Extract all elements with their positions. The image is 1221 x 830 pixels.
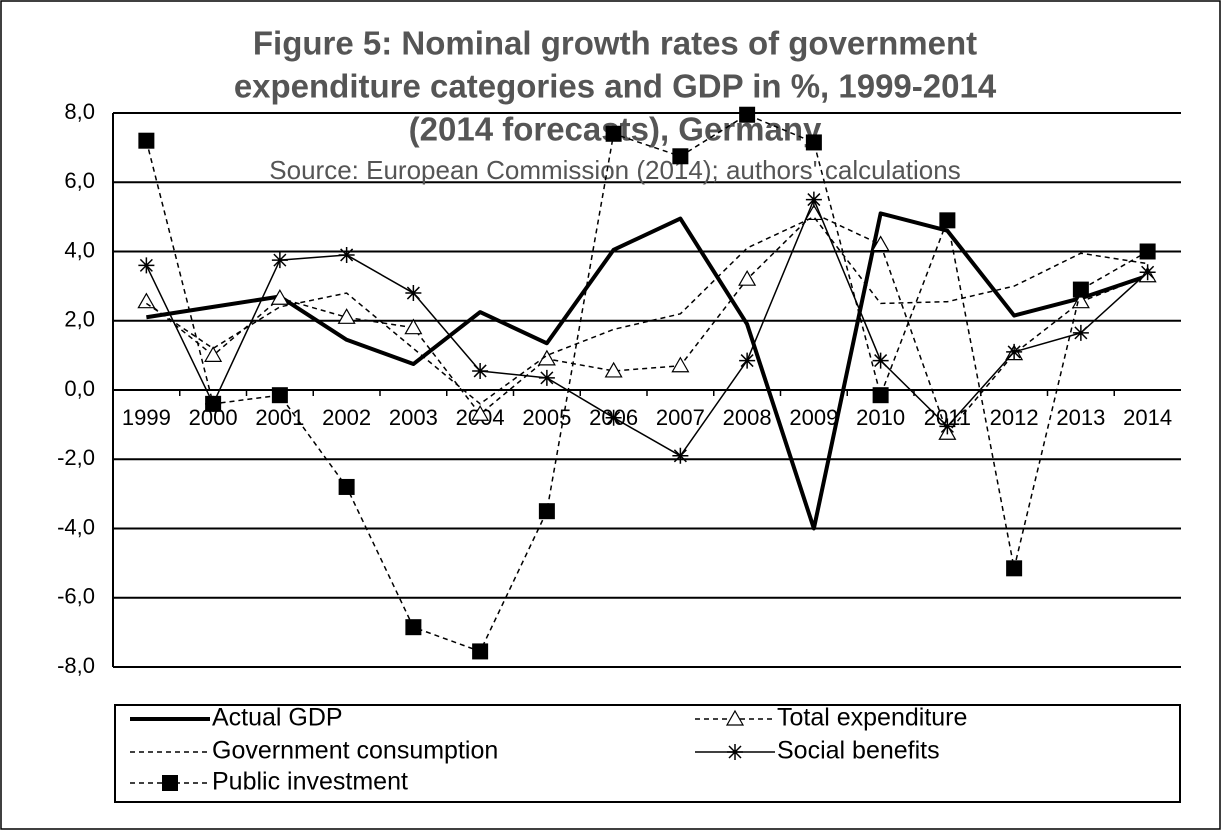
marker bbox=[727, 744, 743, 760]
marker bbox=[605, 409, 622, 426]
legend-box bbox=[114, 704, 1181, 803]
marker bbox=[805, 191, 822, 208]
series-line bbox=[145, 113, 1149, 653]
marker bbox=[871, 235, 890, 252]
marker bbox=[725, 709, 745, 726]
marker bbox=[605, 125, 622, 142]
legend: Actual GDP Total expenditure Government co… bbox=[130, 704, 967, 796]
series-line bbox=[146, 211, 1149, 531]
marker bbox=[1006, 343, 1023, 360]
series-line bbox=[145, 198, 1149, 457]
x-tick-label: 2007 bbox=[656, 405, 705, 430]
x-tick-label: 2010 bbox=[856, 405, 905, 430]
marker bbox=[472, 362, 489, 379]
marker bbox=[205, 395, 222, 412]
marker bbox=[338, 246, 355, 263]
marker bbox=[270, 289, 289, 305]
marker bbox=[162, 775, 178, 791]
marker bbox=[872, 387, 889, 404]
x-tick-label: 2001 bbox=[255, 405, 304, 430]
marker bbox=[739, 352, 756, 369]
y-tick-label: 8,0 bbox=[64, 99, 95, 124]
marker bbox=[405, 619, 422, 636]
y-tick-label: 2,0 bbox=[64, 307, 95, 332]
marker bbox=[471, 405, 490, 421]
marker bbox=[672, 447, 689, 464]
marker bbox=[804, 204, 823, 221]
x-tick-label: 2012 bbox=[990, 405, 1039, 430]
legend-label: Actual GDP bbox=[212, 704, 343, 732]
marker bbox=[137, 292, 156, 309]
marker bbox=[739, 106, 756, 123]
marker bbox=[672, 148, 689, 165]
titles: Figure 5: Nominal growth rates of govern… bbox=[234, 25, 997, 185]
x-tick-label: 2008 bbox=[723, 405, 772, 430]
legend-label: Public investment bbox=[212, 768, 408, 796]
marker bbox=[939, 418, 956, 435]
series-line bbox=[145, 216, 1148, 405]
x-tick-label: 1999 bbox=[122, 405, 171, 430]
legend-label: Social benefits bbox=[777, 737, 940, 765]
marker bbox=[671, 356, 690, 373]
marker bbox=[472, 643, 489, 660]
marker bbox=[338, 478, 355, 495]
chart-subtitle: Source: European Commission (2014); auth… bbox=[269, 155, 960, 185]
marker bbox=[337, 308, 356, 324]
marker bbox=[939, 212, 956, 229]
marker bbox=[738, 269, 757, 286]
marker bbox=[1072, 324, 1089, 341]
marker bbox=[538, 369, 555, 386]
chart-title: expenditure categories and GDP in %, 199… bbox=[234, 68, 997, 105]
marker bbox=[1139, 243, 1156, 260]
marker bbox=[1006, 560, 1023, 577]
x-tick-label: 2003 bbox=[389, 405, 438, 430]
marker bbox=[271, 387, 288, 404]
marker bbox=[404, 318, 423, 335]
x-tick-label: 2002 bbox=[322, 405, 371, 430]
marker bbox=[538, 503, 555, 520]
marker bbox=[872, 352, 889, 369]
legend-label: Total expenditure bbox=[777, 704, 967, 732]
marker bbox=[204, 346, 223, 362]
x-tick-label: 2009 bbox=[789, 405, 838, 430]
y-tick-label: 6,0 bbox=[64, 168, 95, 193]
marker bbox=[138, 257, 155, 274]
marker bbox=[1072, 281, 1089, 298]
y-tick-label: -4,0 bbox=[57, 514, 95, 539]
marker bbox=[138, 132, 155, 149]
marker bbox=[405, 285, 422, 302]
y-tick-label: -8,0 bbox=[57, 653, 95, 678]
y-tick-label: -6,0 bbox=[57, 584, 95, 609]
y-tick-label: 4,0 bbox=[64, 237, 95, 262]
y-tick-label: -2,0 bbox=[57, 445, 95, 470]
x-tick-label: 2013 bbox=[1056, 405, 1105, 430]
plot-area bbox=[137, 106, 1157, 660]
x-tick-label: 2014 bbox=[1123, 405, 1172, 430]
chart-title: Figure 5: Nominal growth rates of govern… bbox=[253, 25, 977, 62]
y-tick-label: 0,0 bbox=[64, 376, 95, 401]
marker bbox=[271, 252, 288, 269]
marker bbox=[1139, 264, 1156, 281]
marker bbox=[604, 361, 623, 378]
marker bbox=[805, 134, 822, 151]
legend-label: Government consumption bbox=[212, 737, 498, 765]
